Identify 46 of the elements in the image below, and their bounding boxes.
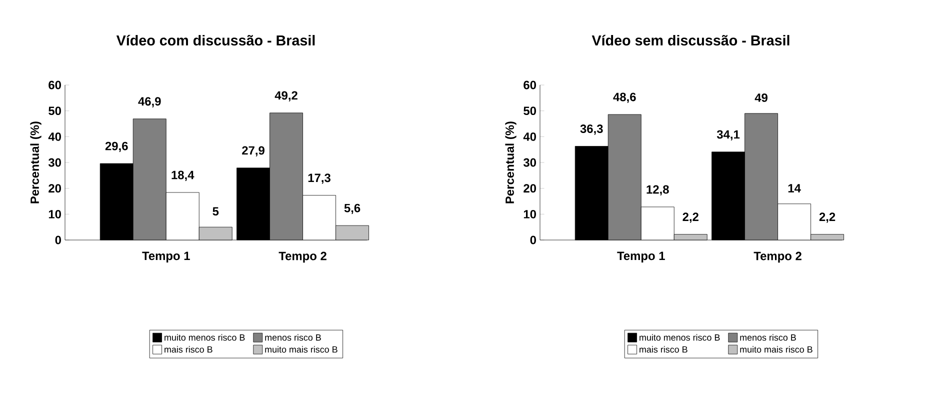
y-tick-label: 10 xyxy=(48,210,61,218)
y-tick-label: 0 xyxy=(55,236,61,244)
x-tick-label: Tempo 2 xyxy=(754,252,802,263)
legend-label: muito mais risco B xyxy=(740,346,812,353)
data-label: 49,2 xyxy=(274,91,298,102)
data-label: 49 xyxy=(754,93,768,102)
y-tick-label: 10 xyxy=(524,210,536,218)
data-label: 17,3 xyxy=(308,174,330,184)
legend-label: mais risco B xyxy=(640,346,688,353)
data-label: 36,3 xyxy=(580,124,603,135)
y-tick-label: 60 xyxy=(48,80,61,90)
x-tick-label: Tempo 2 xyxy=(278,252,326,263)
y-axis-title: Percentual (%) xyxy=(505,122,516,204)
data-label: 2,2 xyxy=(682,212,698,223)
chart-title: Vídeo sem discussão - Brasil xyxy=(592,34,790,46)
y-tick-label: 30 xyxy=(48,158,61,167)
legend-label: muito mais risco B xyxy=(265,346,338,353)
y-tick-label: 40 xyxy=(523,132,536,141)
legend-label: menos risco B xyxy=(740,334,796,341)
y-tick-label: 40 xyxy=(48,132,61,141)
data-label: 29,6 xyxy=(105,142,128,152)
data-label: 14 xyxy=(788,184,801,192)
data-label: 27,9 xyxy=(242,146,264,156)
legend-label: mais risco B xyxy=(164,346,212,353)
x-tick-label: Tempo 1 xyxy=(617,252,665,262)
data-label: 48,6 xyxy=(613,92,636,103)
chart-title: Vídeo com discussão - Brasil xyxy=(116,34,315,46)
y-tick-label: 30 xyxy=(523,158,536,167)
data-label: 5,6 xyxy=(344,204,360,214)
data-label: 46,9 xyxy=(138,97,161,108)
legend-label: menos risco B xyxy=(265,334,321,341)
y-tick-label: 0 xyxy=(530,236,536,244)
y-axis-title: Percentual (%) xyxy=(30,122,42,204)
data-label: 12,8 xyxy=(646,185,669,196)
y-tick-label: 20 xyxy=(524,184,536,193)
data-label: 5 xyxy=(212,207,219,216)
data-label: 34,1 xyxy=(716,130,740,140)
data-label: 2,2 xyxy=(819,212,836,223)
y-tick-label: 60 xyxy=(524,80,536,90)
legend-label: muito menos risco B xyxy=(164,334,245,341)
x-tick-label: Tempo 1 xyxy=(142,252,190,262)
data-label: 18,4 xyxy=(172,170,194,181)
y-tick-label: 50 xyxy=(48,106,61,116)
y-tick-label: 50 xyxy=(524,106,536,116)
legend-label: muito menos risco B xyxy=(640,334,720,341)
y-tick-label: 20 xyxy=(48,184,61,193)
